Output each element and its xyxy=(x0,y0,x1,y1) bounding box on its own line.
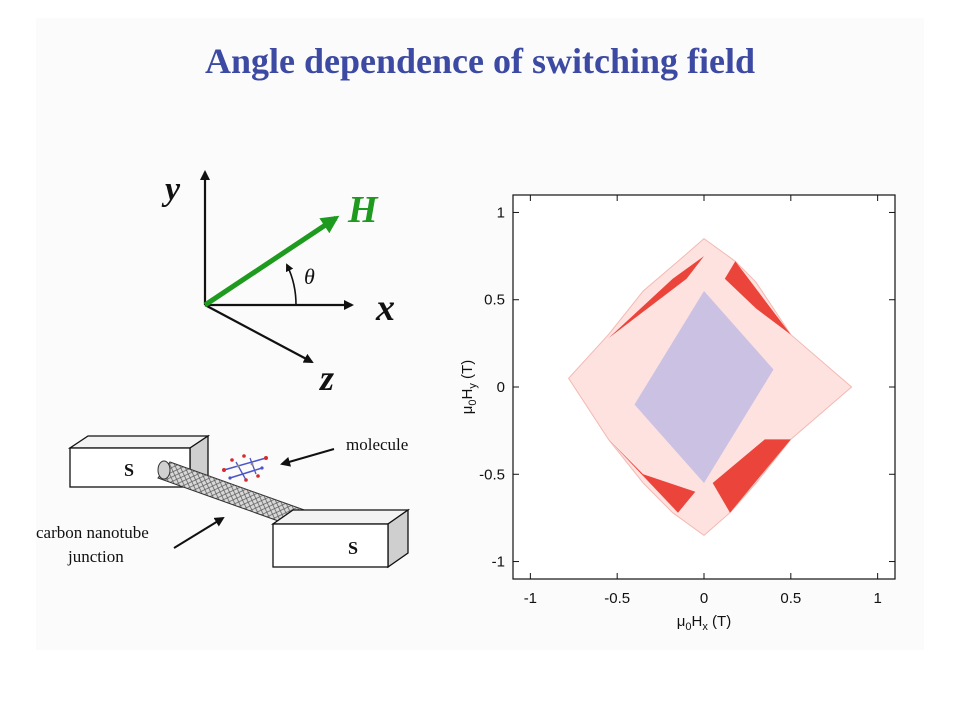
x-axis-title-unit: (T) xyxy=(708,613,731,630)
z-axis-label: z xyxy=(318,358,334,398)
heatmap-chart: -1 -0.5 0 0.5 1-1-0.500.51 μ0Hx (T) μ0Hy (T) xyxy=(459,194,896,633)
x-tick-label: -0.5 xyxy=(604,590,630,607)
x-tick-label: 0 xyxy=(700,590,708,607)
right-electrode: S xyxy=(270,508,411,569)
y-tick-label: 0.5 xyxy=(484,292,505,309)
molecule-icon xyxy=(222,454,268,482)
molecule-label: molecule xyxy=(346,435,408,454)
x-axis-label: x xyxy=(375,287,395,329)
y-tick-label: -1 xyxy=(492,554,505,571)
y-tick-label: 1 xyxy=(497,204,505,221)
angle-label: θ xyxy=(304,264,315,289)
positive-lobe-upper-right xyxy=(724,261,791,335)
right-electrode-label: S xyxy=(348,538,358,558)
x-tick-label: 1 xyxy=(873,590,881,607)
x-axis-title-mid: H xyxy=(692,613,703,630)
junction-diagram: S S xyxy=(36,434,411,569)
y-tick-label: 0 xyxy=(497,379,505,396)
y-axis-title-unit: (T) xyxy=(459,360,476,383)
field-label: H xyxy=(347,189,379,231)
left-electrode-label: S xyxy=(124,460,134,480)
molecule-pointer-arrow xyxy=(280,448,335,467)
x-axis-title-sub1: x xyxy=(702,621,708,633)
x-tick-label: -1 xyxy=(524,590,537,607)
y-axis-title: μ0Hy (T) xyxy=(459,360,479,414)
positive-lobe-lower-right xyxy=(712,439,791,513)
heatmap-layer xyxy=(567,237,853,537)
y-axis-title-mid: H xyxy=(459,389,476,400)
nanotube-label-line1: carbon nanotube xyxy=(36,523,149,542)
nanotube-label-line2: junction xyxy=(67,547,124,566)
z-axis-arrow xyxy=(204,304,314,363)
y-axis-title-main: μ xyxy=(459,406,476,415)
x-axis-title-main: μ xyxy=(677,613,686,630)
angle-arc-arrow xyxy=(285,263,297,306)
y-axis-title-sub1: y xyxy=(467,383,479,389)
coordinate-diagram: y x z H θ xyxy=(161,170,395,398)
nanotube-pointer-arrow xyxy=(173,516,225,549)
field-vector-arrow xyxy=(203,215,340,308)
slide-title: Angle dependence of switching field xyxy=(204,41,755,81)
y-tick-label: -0.5 xyxy=(479,466,505,483)
y-axis-title-sub0: 0 xyxy=(467,399,479,405)
y-axis-label: y xyxy=(161,171,181,208)
x-tick-label: 0.5 xyxy=(780,590,801,607)
negative-region-0 xyxy=(634,291,774,483)
x-axis-title: μ0Hx (T) xyxy=(677,613,731,633)
positive-lobe-lower-left xyxy=(608,439,696,513)
x-axis-title-sub0: 0 xyxy=(685,621,691,633)
positive-lobe-upper-left xyxy=(608,256,704,339)
tick-layer: -1 -0.5 0 0.5 1 -1 -0.5 0 0.5 1 xyxy=(479,195,895,607)
